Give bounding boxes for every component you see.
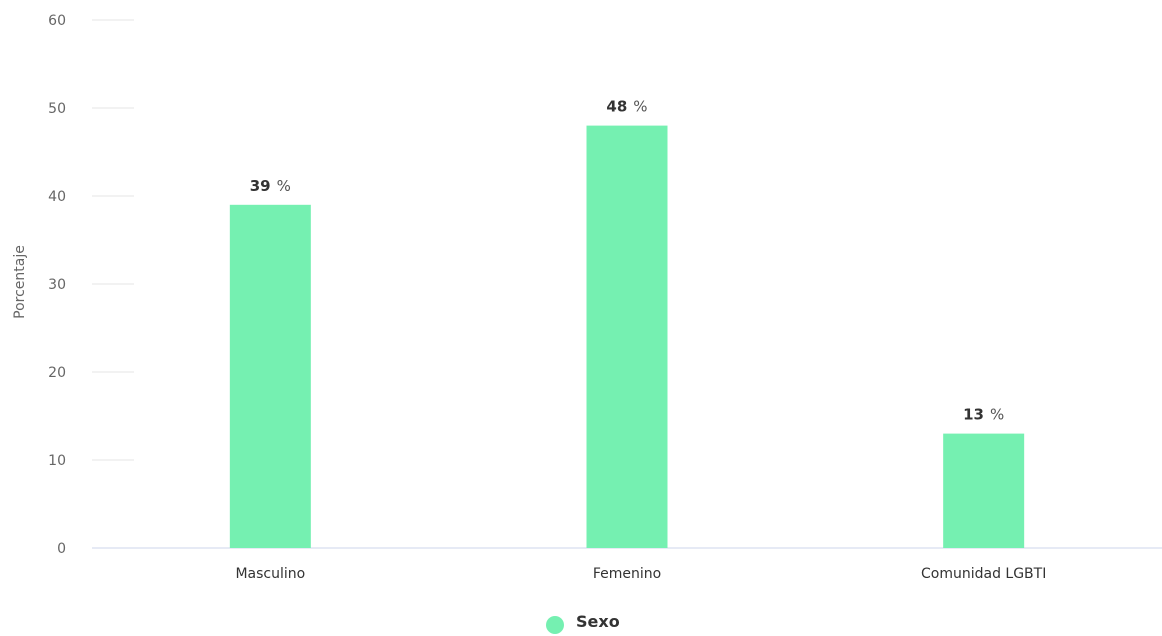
bar[interactable] bbox=[586, 125, 668, 548]
y-axis-title: Porcentaje bbox=[12, 245, 28, 319]
legend-item-sexo[interactable]: Sexo bbox=[576, 612, 620, 631]
y-tick-label: 60 bbox=[48, 13, 66, 29]
grid-lines bbox=[92, 19, 134, 461]
data-label: 13% bbox=[963, 406, 1004, 424]
x-tick-label: Femenino bbox=[593, 566, 661, 582]
y-tick-label: 10 bbox=[48, 453, 66, 469]
data-label-unit: % bbox=[277, 177, 291, 195]
y-tick-label: 50 bbox=[48, 101, 66, 117]
data-label-unit: % bbox=[633, 98, 647, 116]
y-tick-label: 0 bbox=[57, 541, 66, 557]
legend[interactable]: Sexo bbox=[546, 612, 620, 634]
data-label-unit: % bbox=[990, 406, 1004, 424]
y-tick-label: 30 bbox=[48, 277, 66, 293]
legend-marker-sexo[interactable] bbox=[546, 616, 564, 634]
bars: 39 %48 %13% bbox=[229, 98, 1025, 549]
data-label: 48% bbox=[606, 98, 647, 116]
bar[interactable] bbox=[943, 433, 1025, 548]
x-axis-labels: Masculino Femenino Comunidad LGBTI bbox=[235, 566, 1046, 582]
x-tick-label: Masculino bbox=[235, 566, 305, 582]
data-label-value: 39 bbox=[250, 177, 271, 195]
y-axis-ticks: 0 10 20 30 40 50 60 bbox=[48, 13, 66, 557]
y-tick-label: 20 bbox=[48, 365, 66, 381]
y-tick-label: 40 bbox=[48, 189, 66, 205]
data-label: 39% bbox=[250, 177, 291, 195]
data-label-value: 48 bbox=[606, 98, 627, 116]
bar[interactable] bbox=[229, 204, 311, 549]
x-tick-label: Comunidad LGBTI bbox=[921, 566, 1046, 582]
data-label-value: 13 bbox=[963, 406, 984, 424]
